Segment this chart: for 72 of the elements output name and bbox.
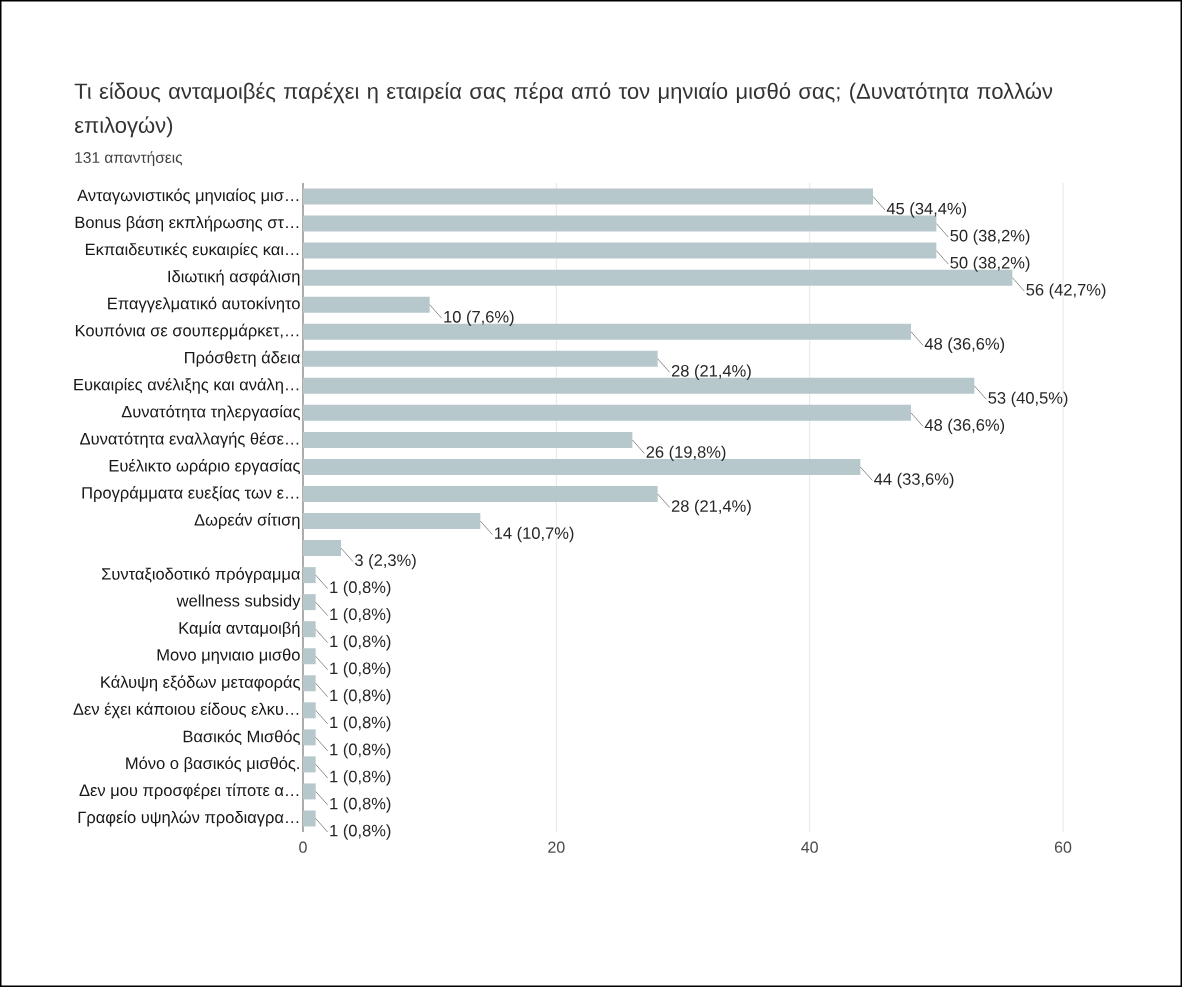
y-tick-label: Δωρεάν σίτιση	[194, 513, 300, 529]
data-label: 1 (0,8%)	[330, 824, 391, 840]
bar	[303, 513, 481, 530]
y-tick-label: Bonus βάση εκπλήρωσης στ…	[75, 215, 299, 232]
data-label: 1 (0,8%)	[330, 797, 391, 813]
data-label: 44 (33,6%)	[874, 472, 954, 489]
bar	[303, 540, 341, 557]
data-label: 48 (36,6%)	[924, 418, 1005, 435]
x-tick-label: 0	[299, 841, 307, 853]
y-tick-label: Μόνο ο βασικός μισθός.	[126, 756, 299, 773]
bar	[303, 296, 430, 313]
bar	[303, 485, 658, 502]
y-tick-label: Ευέλικτο ωράριο εργασίας	[109, 459, 300, 475]
y-tick-label: Ευκαιρίες ανέλιξης και ανάλη…	[74, 377, 299, 394]
data-label: 56 (42,7%)	[1026, 283, 1106, 299]
y-tick-label: Ιδιωτική ασφάλιση	[168, 269, 300, 286]
bar	[303, 594, 316, 611]
bar	[303, 729, 316, 746]
data-label: 1 (0,8%)	[330, 635, 391, 651]
y-tick-label: Δυνατότητα εναλλαγής θέσε…	[80, 431, 299, 448]
y-tick-label: Συνταξιοδοτικό πρόγραμμα	[102, 567, 300, 584]
data-label: 50 (38,2%)	[950, 229, 1030, 245]
bar	[303, 242, 937, 259]
y-tick-label: wellness subsidy	[176, 594, 301, 610]
data-label: 45 (34,4%)	[886, 202, 967, 218]
data-label: 1 (0,8%)	[330, 716, 391, 732]
bar	[303, 648, 316, 665]
chart-title: Τι είδους ανταμοιβές παρέχει η εταιρεία σας πέρα από τον μηνιαίο μισθό σας; (Δυνατότητα πολλών επιλογών)	[74, 82, 1053, 138]
bar	[303, 350, 658, 367]
data-label: 26 (19,8%)	[646, 445, 726, 462]
y-tick-label: Δεν έχει κάποιου είδους ελκυ…	[73, 702, 299, 719]
data-label: 3 (2,3%)	[355, 553, 416, 570]
y-tick-label: Ανταγωνιστικός μηνιαίος μισ…	[77, 188, 299, 205]
data-label: 48 (36,6%)	[924, 337, 1005, 353]
y-tick-label: Γραφείο υψηλών προδιαγρα…	[78, 810, 299, 827]
data-label: 28 (21,4%)	[671, 499, 751, 516]
y-tick-label: Μονο μηνιαιο μισθο	[157, 648, 300, 664]
data-label: 1 (0,8%)	[330, 607, 391, 624]
y-tick-label: Κουπόνια σε σουπερμάρκετ,…	[75, 323, 299, 340]
data-label: 53 (40,5%)	[988, 391, 1068, 408]
data-label: 1 (0,8%)	[330, 743, 391, 759]
y-tick-label: Πρόσθετη άδεια	[185, 350, 300, 367]
y-tick-label: Επαγγελματικό αυτοκίνητο	[108, 296, 300, 313]
y-tick-label: Προγράμματα ευεξίας των ε…	[82, 486, 299, 502]
bar	[303, 188, 874, 205]
data-label: 1 (0,8%)	[330, 770, 391, 786]
bar	[303, 756, 316, 773]
bar	[303, 404, 912, 421]
bar	[303, 431, 633, 448]
y-tick-label: Βασικός Μισθός	[183, 729, 300, 745]
bar	[303, 702, 316, 719]
data-label: 1 (0,8%)	[330, 580, 391, 597]
bar	[303, 567, 316, 584]
y-tick-label: Εκπαιδευτικές ευκαιρίες και…	[85, 242, 299, 259]
text: 131 απαντήσεις	[75, 151, 183, 167]
bar	[303, 783, 316, 800]
data-label: 1 (0,8%)	[330, 689, 391, 705]
x-tick-label: 40	[801, 841, 818, 853]
y-tick-label: Καμία ανταμοιβή	[179, 621, 300, 638]
x-tick-label: 60	[1054, 841, 1072, 853]
bar	[303, 621, 316, 638]
data-label: 28 (21,4%)	[671, 364, 751, 380]
data-label: 50 (38,2%)	[950, 256, 1030, 272]
bar	[303, 675, 316, 692]
data-label: 14 (10,7%)	[494, 526, 574, 543]
y-tick-label: Δυνατότητα τηλεργασίας	[121, 404, 300, 421]
data-label: 10 (7,6%)	[444, 310, 514, 326]
y-tick-label: Δεν μου προσφέρει τίποτε α…	[79, 783, 299, 800]
bar	[303, 810, 316, 827]
data-label: 1 (0,8%)	[330, 662, 391, 678]
y-tick-label: Κάλυψη εξόδων μεταφοράς	[101, 675, 300, 692]
x-tick-label: 20	[548, 841, 565, 853]
